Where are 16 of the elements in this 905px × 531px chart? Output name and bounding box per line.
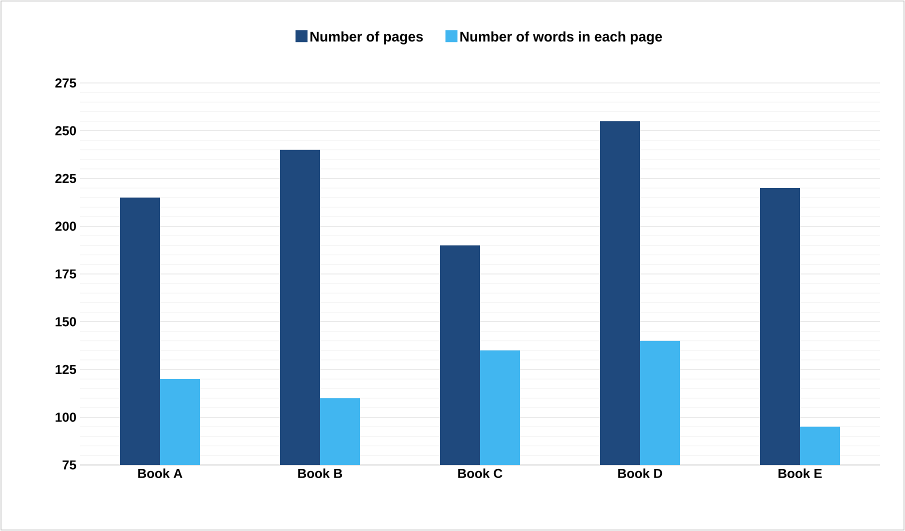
x-tick-label: Book E xyxy=(778,468,822,478)
y-tick-label: 200 xyxy=(55,222,76,231)
y-tick-label: 225 xyxy=(55,174,76,184)
x-tick-label: Book C xyxy=(458,468,502,478)
x-tick-label: Book B xyxy=(298,468,342,478)
y-tick-label: 100 xyxy=(56,412,76,422)
y-tick-label: 125 xyxy=(56,364,76,374)
y-tick-label: 275 xyxy=(55,78,76,88)
y-tick-label: 75 xyxy=(62,460,76,470)
x-tick-label: Book A xyxy=(138,468,182,478)
y-tick-label: 175 xyxy=(56,269,76,278)
y-tick-label: 250 xyxy=(55,126,76,136)
y-tick-label: 150 xyxy=(56,317,76,326)
legend-label: Number of pages xyxy=(310,31,423,44)
legend-label: Number of words in each page xyxy=(460,31,662,44)
x-tick-label: Book D xyxy=(618,468,662,478)
